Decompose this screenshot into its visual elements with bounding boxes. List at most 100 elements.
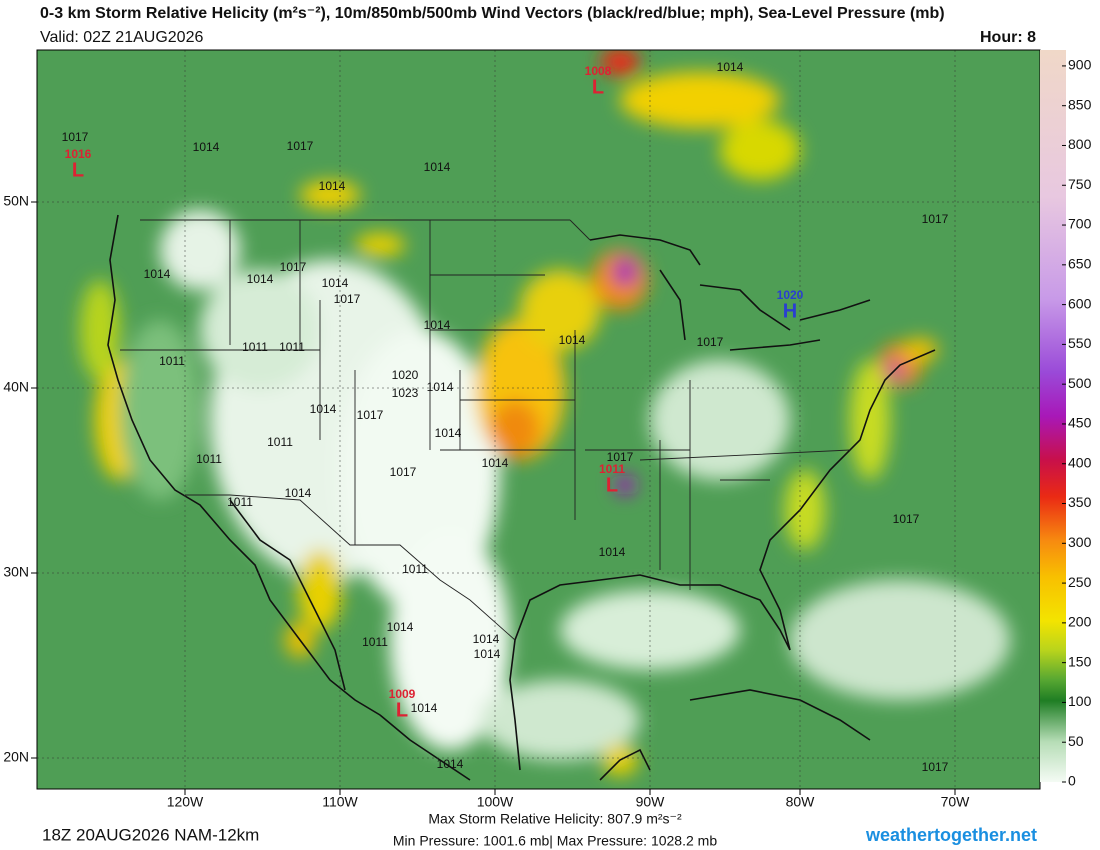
pressure-center-value: 1008 bbox=[585, 64, 612, 78]
helicity-blob bbox=[160, 210, 240, 290]
helicity-blob bbox=[600, 50, 640, 76]
lon-label: 120W bbox=[167, 794, 204, 810]
lat-label: 30N bbox=[3, 564, 29, 580]
colorbar-tick-label: 800 bbox=[1068, 136, 1092, 152]
isobar-label: 1011 bbox=[242, 340, 268, 354]
helicity-blob bbox=[650, 360, 790, 480]
helicity-blob bbox=[620, 72, 780, 128]
isobar-label: 1014 bbox=[247, 272, 274, 286]
helicity-blob bbox=[720, 120, 800, 180]
pressure-center-letter: L bbox=[606, 474, 618, 496]
colorbar-tick-label: 50 bbox=[1068, 733, 1084, 749]
isobar-label: 1017 bbox=[922, 212, 949, 226]
pressure-center-letter: L bbox=[592, 76, 604, 98]
model-run: 18Z 20AUG2026 NAM-12km bbox=[42, 825, 259, 844]
forecast-hour: Hour: 8 bbox=[980, 29, 1036, 46]
pressure-center-letter: L bbox=[72, 159, 84, 181]
colorbar-tick-label: 750 bbox=[1068, 176, 1092, 192]
colorbar-tick-label: 500 bbox=[1068, 375, 1092, 391]
isobar-label: 1017 bbox=[390, 465, 417, 479]
pressure-range: Min Pressure: 1001.6 mb| Max Pressure: 1… bbox=[393, 833, 717, 849]
map-axes: 20N 30N 40N 50N 120W 110W 100W 90W 80W 70W bbox=[3, 193, 970, 810]
isobar-label: 1014 bbox=[144, 267, 171, 281]
isobar-label: 1017 bbox=[893, 512, 920, 526]
helicity-blob bbox=[355, 233, 405, 257]
colorbar-tick-label: 150 bbox=[1068, 653, 1092, 669]
pressure-center-value: 1020 bbox=[777, 288, 804, 302]
pressure-center-value: 1016 bbox=[65, 147, 92, 161]
colorbar-tick-label: 700 bbox=[1068, 216, 1092, 232]
helicity-blob bbox=[613, 258, 637, 286]
isobar-label: 1017 bbox=[280, 260, 307, 274]
isobar-label: 1017 bbox=[62, 130, 89, 144]
isobar-label: 1014 bbox=[387, 620, 414, 634]
colorbar-tick-label: 450 bbox=[1068, 415, 1092, 431]
isobar-label: 1017 bbox=[287, 139, 314, 153]
great-lakes bbox=[589, 234, 871, 351]
lon-label: 90W bbox=[636, 794, 666, 810]
isobar-label: 1017 bbox=[607, 450, 634, 464]
isobar-label: 1014 bbox=[559, 333, 586, 347]
helicity-blob bbox=[390, 530, 510, 750]
isobar-label: 1014 bbox=[193, 140, 220, 154]
gulf-atlantic-coast bbox=[509, 349, 936, 771]
isobar-label: 1014 bbox=[474, 647, 501, 661]
isobar-label: 1017 bbox=[922, 760, 949, 774]
colorbar-tick-label: 100 bbox=[1068, 693, 1092, 709]
isobar-label: 1011 bbox=[267, 435, 293, 449]
lon-label: 80W bbox=[786, 794, 816, 810]
colorbar-tick-label: 300 bbox=[1068, 534, 1092, 550]
lat-label: 40N bbox=[3, 379, 29, 395]
isobar-label: 1017 bbox=[334, 292, 361, 306]
helicity-blob bbox=[80, 280, 120, 380]
isobar-label: 1014 bbox=[424, 318, 451, 332]
baja-coast bbox=[229, 499, 346, 691]
site-credit: weathertogether.net bbox=[865, 825, 1037, 845]
isobar-label: 1011 bbox=[362, 635, 388, 649]
political-borders bbox=[120, 219, 851, 641]
helicity-blob bbox=[790, 580, 1010, 700]
graticule bbox=[37, 50, 1040, 789]
isobar-label: 1014 bbox=[424, 160, 451, 174]
helicity-blob bbox=[298, 550, 342, 630]
isobar-label: 1014 bbox=[411, 701, 438, 715]
isobar-label: 1014 bbox=[473, 632, 500, 646]
helicity-blob bbox=[850, 360, 890, 480]
colorbar-tick-label: 650 bbox=[1068, 256, 1092, 272]
colorbar-tick-label: 350 bbox=[1068, 494, 1092, 510]
colorbar-tick-label: 0 bbox=[1068, 773, 1076, 789]
pressure-center-letter: H bbox=[783, 300, 797, 322]
helicity-blob bbox=[490, 400, 540, 460]
isobar-label: 1014 bbox=[310, 402, 337, 416]
lat-label: 20N bbox=[3, 749, 29, 765]
colorbar-ticks: 0 50 100 150 200 250 300 350 400 450 500 550 600 650 7… bbox=[1062, 57, 1092, 789]
valid-time: Valid: 02Z 21AUG2026 bbox=[40, 29, 203, 46]
helicity-blob bbox=[785, 470, 825, 550]
helicity-blob bbox=[480, 680, 640, 760]
pacific-coast bbox=[107, 214, 471, 781]
helicity-blob bbox=[120, 320, 200, 500]
helicity-blob bbox=[902, 338, 938, 362]
colorbar-tick-label: 600 bbox=[1068, 295, 1092, 311]
isobar-label: 1017 bbox=[357, 408, 384, 422]
state-borders bbox=[120, 219, 851, 590]
colorbar-tick-label: 550 bbox=[1068, 335, 1092, 351]
colorbar-tick-label: 900 bbox=[1068, 57, 1092, 73]
lon-label: 70W bbox=[941, 794, 971, 810]
isobar-label: 1014 bbox=[322, 276, 349, 290]
colorbar bbox=[1040, 50, 1066, 782]
isobar-label: 1020 bbox=[392, 368, 419, 382]
helicity-blob bbox=[615, 475, 635, 495]
isobar-label: 1023 bbox=[392, 386, 419, 400]
isobar-label: 1014 bbox=[437, 757, 464, 771]
lon-label: 110W bbox=[322, 794, 358, 810]
mexico-border bbox=[185, 494, 516, 641]
colorbar-tick-label: 400 bbox=[1068, 454, 1092, 470]
isobar-label: 1011 bbox=[402, 562, 428, 576]
helicity-blob bbox=[200, 270, 320, 390]
coastlines bbox=[107, 214, 936, 781]
colorbar-tick-label: 250 bbox=[1068, 574, 1092, 590]
